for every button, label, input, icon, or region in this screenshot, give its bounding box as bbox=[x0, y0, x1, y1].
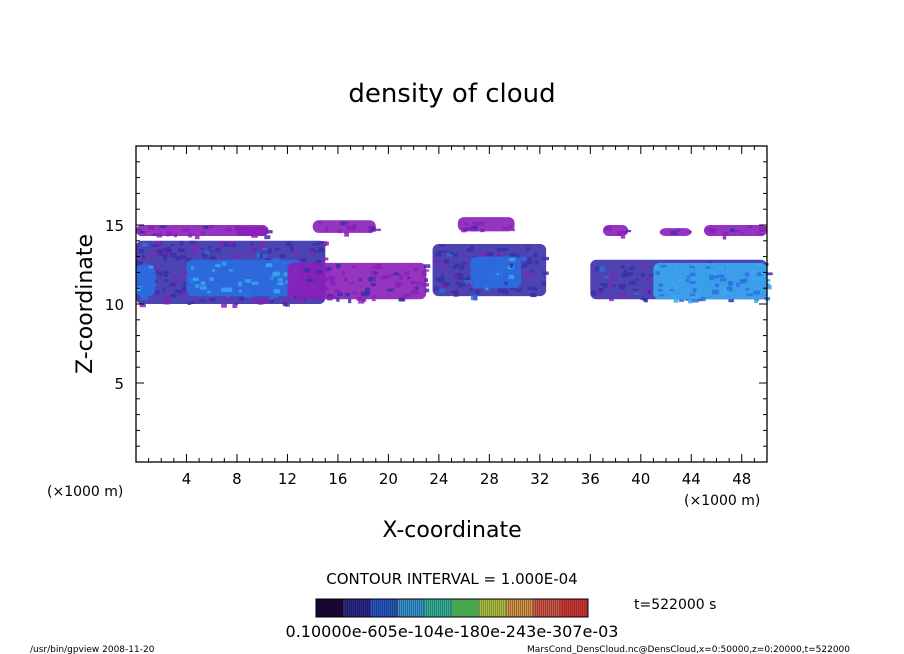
region-upper-layer-left2 bbox=[236, 226, 269, 238]
colorbar-segment bbox=[424, 599, 452, 617]
x-tick-label: 20 bbox=[379, 470, 398, 488]
region-upper-blob-28 bbox=[457, 217, 515, 233]
x-tick-label: 28 bbox=[480, 470, 499, 488]
contour-interval-label: CONTOUR INTERVAL = 1.000E-04 bbox=[326, 570, 577, 588]
colorbar bbox=[315, 598, 589, 618]
region-upper-right bbox=[703, 225, 767, 240]
region-band-right-core bbox=[653, 262, 772, 304]
colorbar-segment bbox=[533, 599, 561, 617]
colorbar-segment bbox=[478, 599, 507, 617]
axis-ticks bbox=[136, 146, 767, 462]
y-tick-label: 10 bbox=[105, 296, 124, 314]
colorbar-segment bbox=[451, 599, 480, 617]
x-tick-label: 4 bbox=[182, 470, 192, 488]
y-axis-title: Z-coordinate bbox=[73, 234, 98, 374]
x-tick-label: 24 bbox=[429, 470, 448, 488]
x-unit-right: (×1000 m) bbox=[684, 493, 760, 509]
x-tick-label: 48 bbox=[732, 470, 751, 488]
colorbar-segment bbox=[397, 599, 425, 617]
region-upper-blob-42 bbox=[659, 228, 692, 237]
chart-title: density of cloud bbox=[348, 79, 555, 109]
colorbar-frame bbox=[315, 598, 589, 618]
region-band-20 bbox=[287, 262, 431, 304]
y-tick-label: 15 bbox=[105, 217, 124, 235]
y-tick-labels: 5 10 15 bbox=[105, 217, 124, 393]
colorbar-segment bbox=[506, 599, 534, 617]
region-left-edge-core bbox=[136, 264, 157, 301]
region-upper-strip-16 bbox=[312, 220, 381, 237]
colorbar-segment bbox=[315, 599, 344, 617]
x-tick-label: 36 bbox=[581, 470, 600, 488]
y-tick-label: 5 bbox=[114, 375, 124, 393]
region-main-band-left-core bbox=[186, 259, 305, 300]
x-tick-label: 16 bbox=[328, 470, 347, 488]
x-tick-label: 12 bbox=[278, 470, 297, 488]
x-tick-label: 8 bbox=[232, 470, 242, 488]
colorbar-segment bbox=[560, 599, 588, 617]
footer-left: /usr/bin/gpview 2008-11-20 bbox=[30, 645, 155, 654]
x-axis-title: X-coordinate bbox=[382, 518, 521, 543]
time-label: t=522000 s bbox=[634, 597, 716, 613]
x-tick-labels: 4 8 12 16 20 24 28 32 36 40 44 48 bbox=[182, 470, 752, 488]
region-upper-blob-38 bbox=[602, 225, 632, 239]
footer-right: MarsCond_DensCloud.nc@DensCloud,x=0:5000… bbox=[527, 645, 850, 654]
x-unit-left: (×1000 m) bbox=[47, 484, 123, 500]
x-tick-label: 32 bbox=[530, 470, 549, 488]
cloud-density-field bbox=[136, 217, 773, 309]
colorbar-segment bbox=[342, 599, 371, 617]
x-tick-label: 44 bbox=[682, 470, 701, 488]
region-band-28-core bbox=[470, 256, 527, 291]
colorbar-segment bbox=[370, 599, 398, 617]
x-tick-label: 40 bbox=[631, 470, 650, 488]
colorbar-labels: 0.10000e-605e-104e-180e-243e-307e-03 bbox=[286, 622, 619, 641]
